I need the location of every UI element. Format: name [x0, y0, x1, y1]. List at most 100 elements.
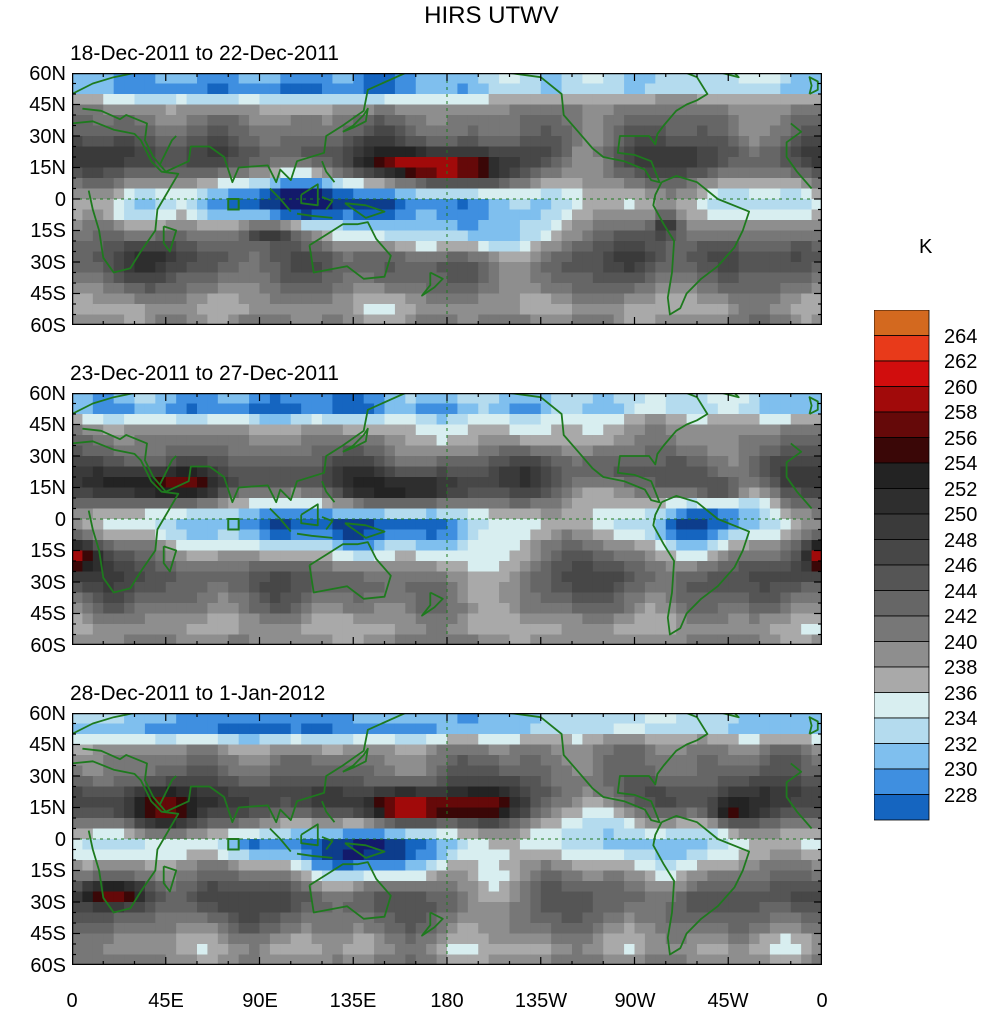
field-cell	[780, 178, 792, 190]
field-cell	[634, 178, 646, 190]
field-cell	[509, 860, 521, 872]
field-cell	[603, 73, 615, 85]
field-cell	[676, 146, 688, 158]
field-cell	[728, 403, 740, 415]
field-cell	[301, 634, 313, 645]
field-cell	[644, 723, 656, 735]
field-cell	[124, 807, 136, 819]
field-cell	[665, 744, 677, 756]
field-cell	[488, 540, 500, 552]
field-cell	[697, 776, 709, 788]
coastline	[72, 440, 180, 594]
field-cell	[457, 881, 469, 893]
field-cell	[124, 529, 136, 541]
field-cell	[259, 424, 271, 436]
field-cell	[519, 592, 531, 604]
field-cell	[124, 881, 136, 893]
field-cell	[811, 765, 822, 777]
coastline	[162, 545, 178, 573]
field-cell	[103, 283, 115, 295]
field-cell	[269, 487, 281, 499]
field-cell	[697, 104, 709, 116]
field-cell	[780, 744, 792, 756]
field-cell	[759, 94, 771, 106]
field-cell	[124, 435, 136, 447]
field-cell	[124, 241, 136, 253]
field-cell	[457, 414, 469, 426]
field-cell	[530, 786, 542, 798]
field-cell	[488, 104, 500, 116]
field-cell	[113, 456, 125, 468]
field-cell	[665, 881, 677, 893]
field-cell	[342, 571, 354, 583]
field-cell	[134, 178, 146, 190]
field-cell	[811, 508, 822, 520]
field-cell	[92, 734, 104, 746]
field-cell	[780, 83, 792, 95]
field-cell	[613, 860, 625, 872]
field-cell	[478, 251, 490, 263]
field-cell	[759, 393, 771, 405]
field-cell	[467, 251, 479, 263]
field-cell	[228, 146, 240, 158]
field-cell	[644, 157, 656, 169]
field-cell	[322, 477, 334, 489]
field-cell	[301, 870, 313, 882]
field-cell	[269, 550, 281, 562]
field-cell	[82, 209, 94, 221]
field-cell	[238, 624, 250, 636]
field-cell	[186, 870, 198, 882]
field-cell	[301, 157, 313, 169]
field-cell	[572, 519, 584, 531]
field-cell	[613, 115, 625, 127]
coastline	[344, 522, 386, 539]
field-cell	[405, 613, 417, 625]
field-cell	[603, 881, 615, 893]
field-cell	[519, 582, 531, 594]
field-cell	[342, 765, 354, 777]
field-cell	[155, 115, 167, 127]
field-cell	[686, 220, 698, 232]
field-cell	[644, 83, 656, 95]
field-cell	[228, 734, 240, 746]
field-cell	[561, 241, 573, 253]
field-cell	[228, 230, 240, 242]
field-cell	[301, 220, 313, 232]
field-cell	[124, 199, 136, 211]
field-cell	[749, 765, 761, 777]
field-cell	[488, 115, 500, 127]
field-cell	[457, 828, 469, 840]
field-cell	[811, 477, 822, 489]
field-cell	[82, 188, 94, 200]
field-cell	[374, 776, 386, 788]
field-cell	[697, 529, 709, 541]
field-cell	[280, 713, 292, 725]
field-cell	[801, 807, 813, 819]
field-cell	[207, 136, 219, 148]
field-cell	[665, 807, 677, 819]
field-cell	[144, 582, 156, 594]
field-cell	[478, 561, 490, 573]
field-cell	[655, 592, 667, 604]
field-cell	[72, 828, 84, 840]
field-cell	[394, 209, 406, 221]
field-cell	[426, 304, 438, 316]
field-cell	[478, 765, 490, 777]
field-cell	[499, 146, 511, 158]
field-cell	[790, 125, 802, 137]
field-cell	[717, 634, 729, 645]
field-cell	[676, 849, 688, 861]
field-cell	[197, 435, 209, 447]
field-cell	[790, 561, 802, 573]
field-cell	[165, 94, 177, 106]
field-cell	[738, 870, 750, 882]
field-cell	[540, 582, 552, 594]
field-cell	[72, 435, 84, 447]
field-cell	[634, 624, 646, 636]
field-cell	[530, 624, 542, 636]
field-cell	[249, 445, 261, 457]
field-cell	[478, 188, 490, 200]
field-cell	[72, 519, 84, 531]
field-cell	[759, 188, 771, 200]
field-cell	[551, 797, 563, 809]
